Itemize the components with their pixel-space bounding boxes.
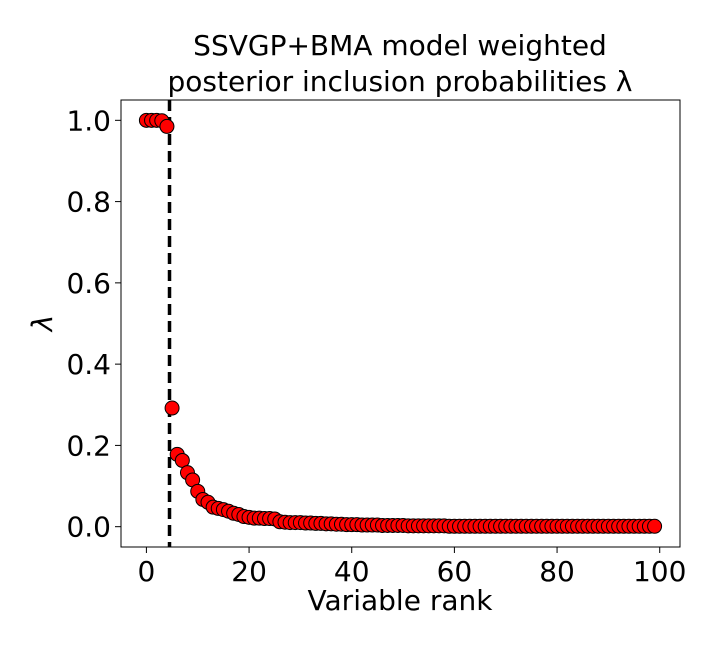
x-axis-label: Variable rank [308,584,494,617]
chart-title-line-2: posterior inclusion probabilities λ [167,65,632,98]
x-axis-ticks: 0 20 40 60 80 100 [137,547,686,588]
x-tick-label: 100 [633,555,686,588]
x-tick-label: 80 [539,555,575,588]
y-tick-label: 0.8 [66,186,111,219]
data-point [159,118,175,134]
plot-area [138,100,663,547]
chart-title-line-1: SSVGP+BMA model weighted [193,29,607,62]
x-tick-label: 40 [334,555,370,588]
y-axis-ticks: 0.0 0.2 0.4 0.6 0.8 1.0 [66,104,121,544]
axes-frame [120,99,681,548]
x-tick-label: 20 [231,555,267,588]
y-axis-label: λ [26,315,59,334]
y-tick-label: 0.6 [66,267,111,300]
y-tick-label: 0.0 [66,511,111,544]
x-tick-label: 60 [437,555,473,588]
data-point [647,518,663,534]
x-tick-label: 0 [137,555,155,588]
y-tick-label: 0.4 [66,348,111,381]
data-point [164,400,180,416]
y-tick-label: 1.0 [66,104,111,137]
y-tick-label: 0.2 [66,429,111,462]
